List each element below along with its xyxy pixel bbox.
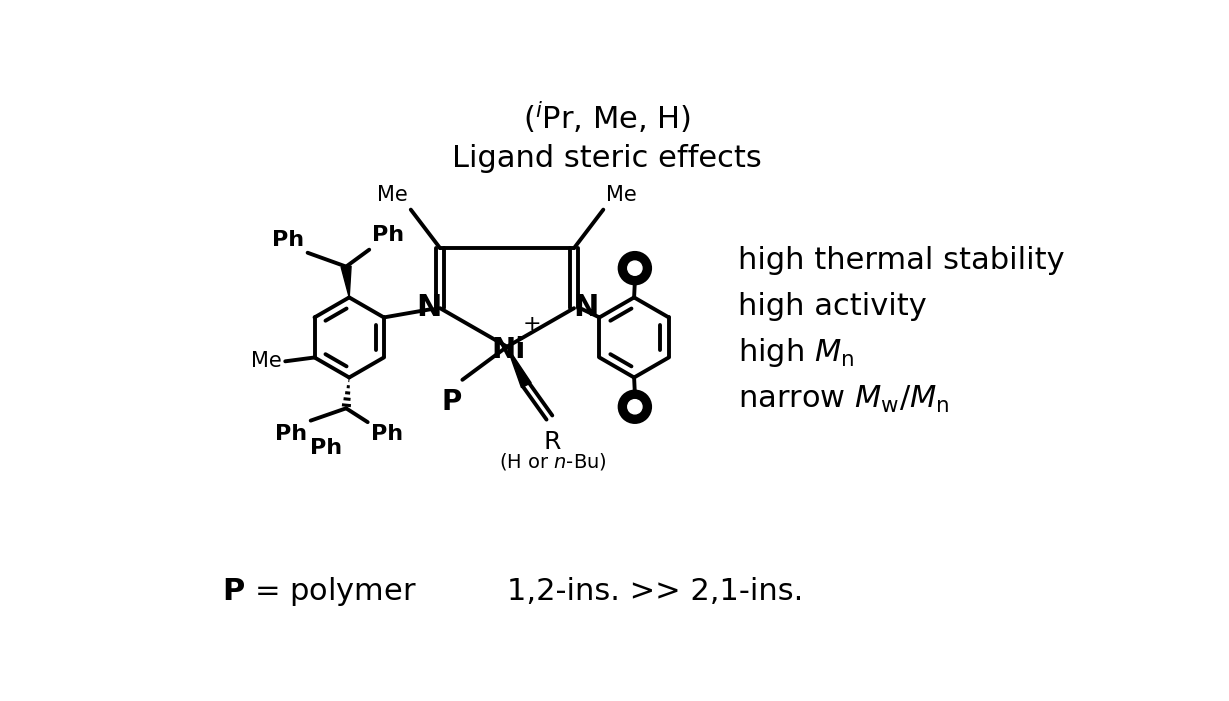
Text: Ph: Ph — [273, 230, 305, 250]
Text: Me: Me — [606, 185, 637, 205]
Circle shape — [628, 261, 642, 275]
Text: Ph: Ph — [372, 225, 404, 245]
Text: high $M_{\mathrm{n}}$: high $M_{\mathrm{n}}$ — [739, 336, 854, 369]
Text: Ph: Ph — [275, 423, 307, 444]
Text: +: + — [522, 313, 541, 334]
Text: Me: Me — [252, 351, 283, 372]
Text: (H or $\mathit{n}$-Bu): (H or $\mathit{n}$-Bu) — [499, 451, 606, 472]
Text: Ph: Ph — [371, 423, 403, 444]
Circle shape — [628, 400, 642, 414]
Text: 1,2-ins. >> 2,1-ins.: 1,2-ins. >> 2,1-ins. — [508, 577, 804, 606]
Text: ($^{i}$Pr, Me, H): ($^{i}$Pr, Me, H) — [524, 100, 691, 135]
Text: N: N — [573, 293, 599, 322]
Text: R: R — [543, 430, 562, 454]
Text: Ph: Ph — [310, 437, 342, 458]
Text: Ni: Ni — [492, 336, 526, 364]
Text: $\mathbf{P}$ = polymer: $\mathbf{P}$ = polymer — [222, 575, 417, 608]
Circle shape — [618, 390, 651, 423]
Text: narrow $M_{\mathrm{w}}$/$M_{\mathrm{n}}$: narrow $M_{\mathrm{w}}$/$M_{\mathrm{n}}$ — [739, 383, 950, 414]
Polygon shape — [508, 347, 531, 388]
Text: high thermal stability: high thermal stability — [739, 246, 1064, 275]
Polygon shape — [342, 266, 351, 297]
Text: Me: Me — [377, 185, 408, 205]
Text: N: N — [415, 293, 441, 322]
Text: $\mathbf{P}$: $\mathbf{P}$ — [441, 388, 462, 416]
Text: Ligand steric effects: Ligand steric effects — [452, 144, 762, 172]
Circle shape — [618, 252, 651, 285]
Text: high activity: high activity — [739, 292, 927, 321]
